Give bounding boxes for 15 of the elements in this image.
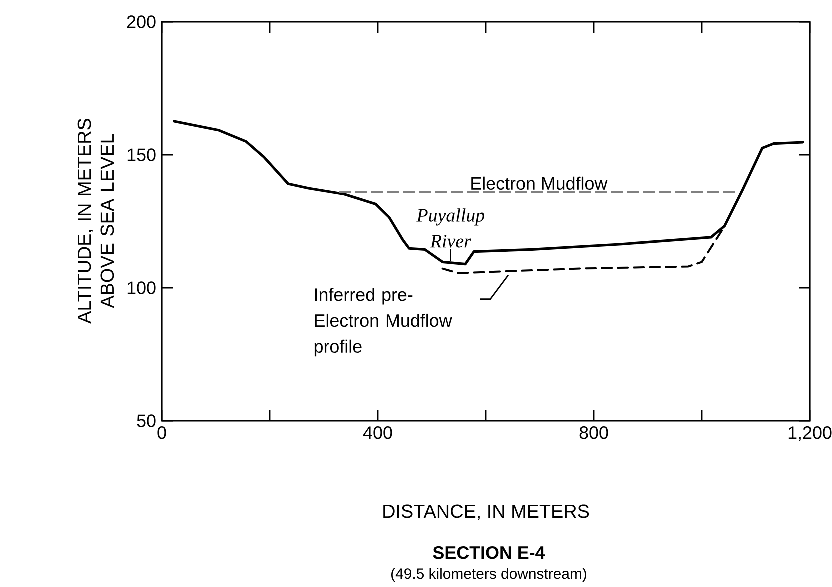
x-axis-title: DISTANCE, IN METERS	[384, 504, 590, 520]
x-tick-label: 1,200	[788, 426, 832, 442]
y-tick-label: 100	[128, 282, 156, 294]
y-tick-label: 50	[137, 414, 156, 428]
y-axis-title: ALTITUDE, IN METERS ABOVE SEA LEVEL	[78, 118, 114, 324]
annotation: Puyallup River	[416, 208, 485, 248]
y-tick-label: 200	[127, 16, 156, 28]
x-tick-label: 400	[363, 426, 392, 440]
legend-label: Inferred pre-Electron Mudflow profile	[314, 288, 452, 357]
y-tick-label: 150	[128, 148, 156, 162]
x-tick-label: 800	[580, 426, 608, 440]
text: (49.5 kilometers downstream)	[392, 568, 586, 582]
x-tick-label: 0	[158, 426, 166, 440]
series-label: Electron Mudflow	[472, 176, 608, 190]
text: SECTION E-4	[433, 546, 546, 560]
